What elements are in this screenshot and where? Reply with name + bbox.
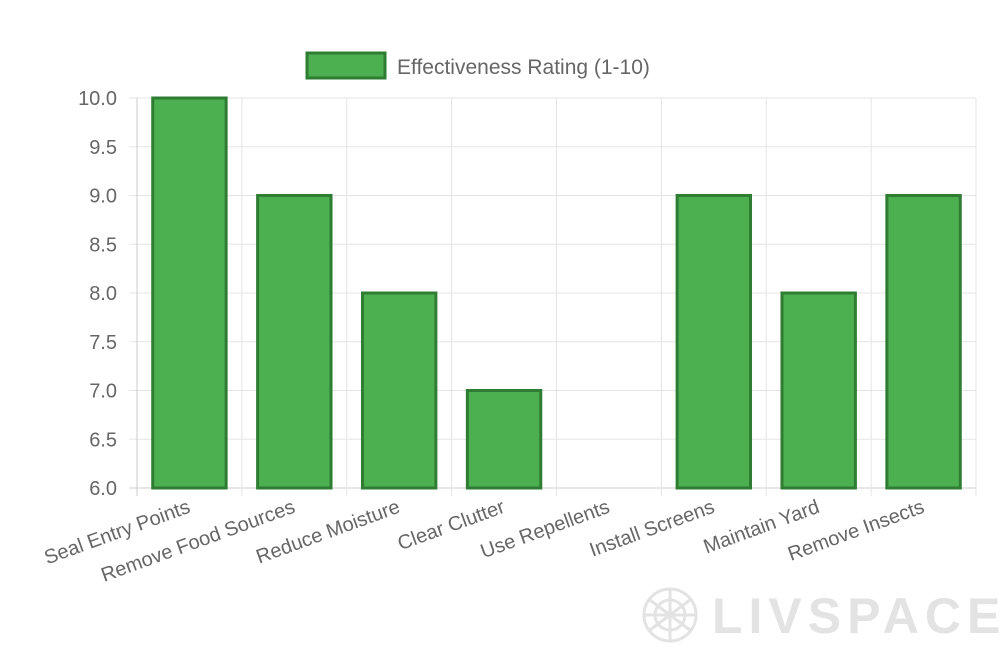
bar-3[interactable] (465, 389, 543, 490)
y-tick-label: 7.5 (89, 332, 117, 354)
bars (151, 96, 962, 490)
bar-2[interactable] (360, 291, 438, 490)
y-axis-ticks: 6.0 6.5 7.0 7.5 8.0 8.5 9.0 9.5 10.0 (78, 88, 117, 500)
bar-0[interactable] (151, 96, 228, 490)
y-tick-label: 6.0 (89, 478, 117, 500)
legend-label: Effectiveness Rating (1-10) (397, 56, 650, 79)
y-tick-label: 7.0 (89, 381, 117, 403)
y-tick-label: 9.5 (89, 137, 117, 159)
watermark: LIVSPACE (642, 587, 1000, 644)
livspace-logo-icon (642, 587, 698, 643)
y-tick-label: 6.5 (89, 429, 117, 451)
bar-1[interactable] (256, 194, 333, 490)
y-tick-label: 8.0 (89, 283, 117, 305)
bar-6[interactable] (780, 291, 857, 490)
legend-swatch (305, 51, 387, 80)
y-tick-label: 8.5 (89, 234, 117, 256)
y-tick-label: 9.0 (89, 186, 117, 208)
legend[interactable]: Effectiveness Rating (1-10) (305, 51, 650, 80)
watermark-text: LIVSPACE (712, 588, 1000, 644)
bar-7[interactable] (885, 194, 962, 490)
y-tick-label: 10.0 (78, 88, 117, 110)
bar-5[interactable] (675, 194, 753, 490)
